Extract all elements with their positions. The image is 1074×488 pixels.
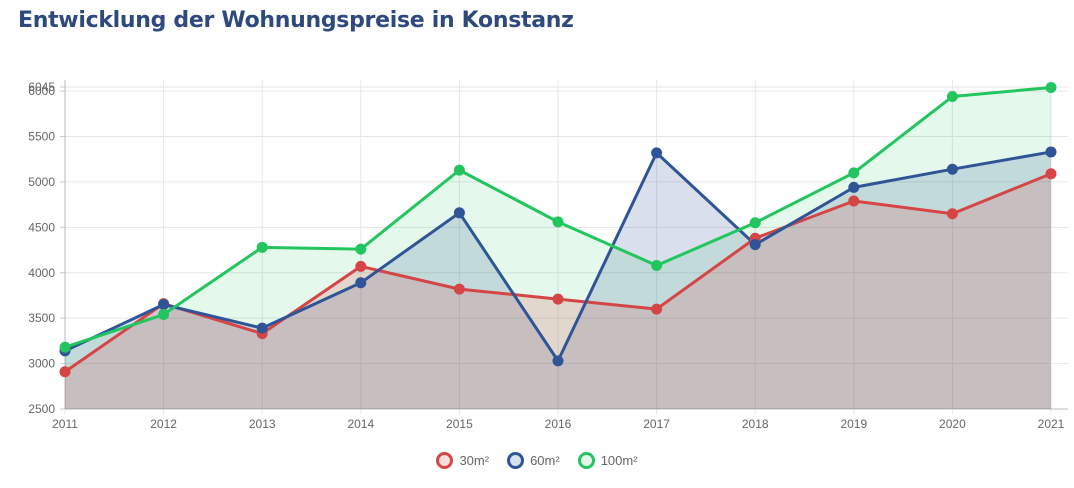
data-point[interactable] [848,195,860,207]
y-tick-label: 4000 [28,266,55,280]
x-tick-label: 2021 [1038,417,1065,431]
y-tick-label: 4500 [28,220,55,234]
data-point[interactable] [1045,81,1057,93]
chart-title: Entwicklung der Wohnungspreise in Konsta… [18,8,574,33]
data-point[interactable] [651,147,663,159]
data-point[interactable] [355,243,367,255]
y-tick-label: 3500 [28,311,55,325]
y-tick-label: 2500 [28,402,55,416]
x-tick-label: 2013 [249,417,276,431]
data-point[interactable] [256,241,268,253]
series-area-100m² [65,87,1051,409]
data-point[interactable] [355,260,367,272]
x-tick-label: 2017 [643,417,670,431]
data-point[interactable] [1045,168,1057,180]
data-point[interactable] [256,322,268,334]
data-point[interactable] [749,217,761,229]
data-point[interactable] [453,164,465,176]
legend-swatch [577,452,595,469]
x-tick-label: 2011 [52,417,78,431]
data-point[interactable] [552,293,564,305]
y-tick-label: 6045 [28,80,55,94]
y-tick-label: 3000 [28,357,55,371]
data-point[interactable] [552,216,564,228]
data-point[interactable] [453,283,465,295]
data-point[interactable] [848,181,860,193]
x-tick-label: 2020 [939,417,966,431]
x-tick-label: 2012 [150,417,177,431]
data-point[interactable] [749,239,761,251]
data-point[interactable] [946,163,958,175]
data-point[interactable] [158,309,170,321]
data-point[interactable] [453,207,465,219]
y-tick-label: 6000 [28,84,55,98]
y-tick-label: 5000 [28,175,55,189]
x-tick-label: 2015 [446,417,473,431]
data-point[interactable] [1045,146,1057,158]
data-point[interactable] [158,299,170,311]
data-point[interactable] [651,303,663,315]
data-point[interactable] [59,341,71,353]
data-point[interactable] [59,366,71,378]
x-tick-label: 2019 [840,417,867,431]
x-tick-label: 2016 [545,417,572,431]
x-tick-label: 2018 [742,417,769,431]
data-point[interactable] [651,259,663,271]
data-point[interactable] [946,91,958,103]
x-tick-label: 2014 [347,417,374,431]
data-point[interactable] [946,208,958,220]
series-points[interactable] [59,81,1057,378]
legend-label: 30m² [459,453,490,468]
legend-swatch [507,452,525,469]
legend-item[interactable]: 30m² [436,452,489,469]
data-point[interactable] [552,355,564,367]
legend-item[interactable]: 100m² [577,452,638,469]
series-area-30m² [65,173,1051,409]
legend-item[interactable]: 60m² [507,452,560,469]
data-point[interactable] [848,167,860,179]
data-point[interactable] [355,277,367,289]
legend-label: 100m² [600,453,638,468]
x-tick-labels: 2011 2012 2013 2014 2015 2016 2017 2018 2019 2020… [52,417,1065,431]
legend: 30m² 60m² 100m² [0,452,1074,469]
legend-swatch [436,452,454,469]
y-tick-label: 5500 [28,130,55,144]
legend-label: 60m² [530,453,560,468]
